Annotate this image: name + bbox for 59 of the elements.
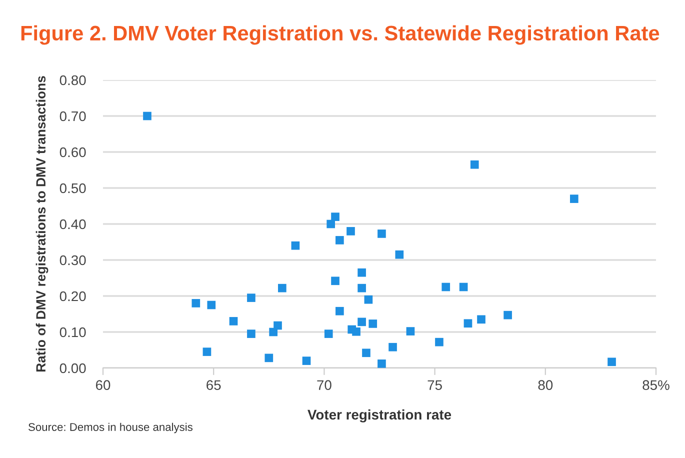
point xyxy=(570,194,578,203)
point xyxy=(274,321,282,330)
point xyxy=(358,284,366,292)
point xyxy=(368,320,378,328)
y-tick-label: 0.70 xyxy=(60,111,86,122)
x-tick-label: 65 xyxy=(206,380,221,390)
x-tick-label: 70 xyxy=(317,380,332,390)
y-axis-title: Ratio of DMV registrations to DMV transactions xyxy=(36,76,48,372)
x-axis-title: Voter registration rate xyxy=(308,409,452,422)
point xyxy=(364,295,373,304)
x-tick-label: 80 xyxy=(538,380,553,390)
point xyxy=(247,330,256,338)
y-tick-label: 0.80 xyxy=(60,75,86,86)
point xyxy=(302,356,311,365)
point xyxy=(378,230,386,238)
y-tick-label: 0.60 xyxy=(60,147,86,158)
y-tick-label: 0.50 xyxy=(60,183,86,194)
point xyxy=(470,160,479,169)
x-tick-label: 75 xyxy=(428,380,442,390)
point xyxy=(207,300,216,310)
point xyxy=(331,212,340,221)
point xyxy=(229,317,238,326)
y-tick-label: 0.00 xyxy=(60,363,86,374)
x-tick-label: 85% xyxy=(642,380,670,390)
chart-title: Figure 2. DMV Voter Registration vs. Statewide Registration Rate xyxy=(21,25,660,45)
point xyxy=(278,284,286,292)
point xyxy=(336,236,344,244)
point xyxy=(464,319,472,328)
point xyxy=(477,315,486,324)
point xyxy=(264,354,274,362)
y-tick-label: 0.40 xyxy=(60,219,86,230)
point xyxy=(459,282,468,292)
y-tick-label: 0.10 xyxy=(60,327,86,338)
point xyxy=(192,299,200,308)
point xyxy=(358,318,366,326)
point xyxy=(442,282,450,292)
point xyxy=(143,112,152,120)
y-tick-label: 0.20 xyxy=(60,291,86,302)
point xyxy=(352,327,360,336)
point xyxy=(388,342,397,352)
y-tick-label: 0.30 xyxy=(60,255,86,266)
source-note: Source: Demos in house analysis xyxy=(28,422,192,434)
point xyxy=(395,250,404,259)
point xyxy=(358,268,366,277)
point xyxy=(202,348,212,356)
point xyxy=(331,276,340,286)
point xyxy=(346,227,355,236)
point xyxy=(435,338,444,346)
point xyxy=(336,306,344,316)
point xyxy=(247,294,256,302)
point xyxy=(378,360,386,368)
point xyxy=(324,330,333,338)
point xyxy=(362,348,370,358)
point xyxy=(608,358,616,366)
point xyxy=(291,241,300,250)
point xyxy=(504,310,512,320)
point xyxy=(406,327,415,336)
point xyxy=(326,220,336,228)
x-tick-label: 60 xyxy=(96,380,110,390)
